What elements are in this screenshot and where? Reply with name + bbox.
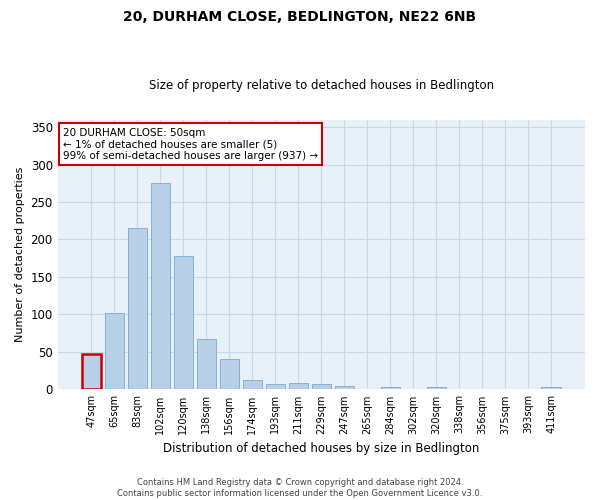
Bar (242, 380, 262, 390)
Bar (104, 313, 124, 390)
Bar (82, 354, 101, 390)
Text: Contains HM Land Registry data © Crown copyright and database right 2024.
Contai: Contains HM Land Registry data © Crown c… (118, 478, 482, 498)
Bar (541, 387, 561, 390)
Y-axis label: Number of detached properties: Number of detached properties (15, 167, 25, 342)
Bar (173, 256, 193, 390)
Bar (335, 386, 354, 390)
Bar (197, 339, 216, 390)
Bar (380, 387, 400, 390)
Bar (289, 384, 308, 390)
Text: 20, DURHAM CLOSE, BEDLINGTON, NE22 6NB: 20, DURHAM CLOSE, BEDLINGTON, NE22 6NB (124, 10, 476, 24)
Text: 20 DURHAM CLOSE: 50sqm
← 1% of detached houses are smaller (5)
99% of semi-detac: 20 DURHAM CLOSE: 50sqm ← 1% of detached … (63, 128, 318, 161)
Title: Size of property relative to detached houses in Bedlington: Size of property relative to detached ho… (149, 79, 494, 92)
Bar (266, 384, 285, 390)
X-axis label: Distribution of detached houses by size in Bedlington: Distribution of detached houses by size … (163, 442, 479, 455)
Bar (427, 387, 446, 390)
Bar (311, 384, 331, 390)
Bar (220, 360, 239, 390)
Bar (151, 184, 170, 390)
Bar (128, 228, 147, 390)
